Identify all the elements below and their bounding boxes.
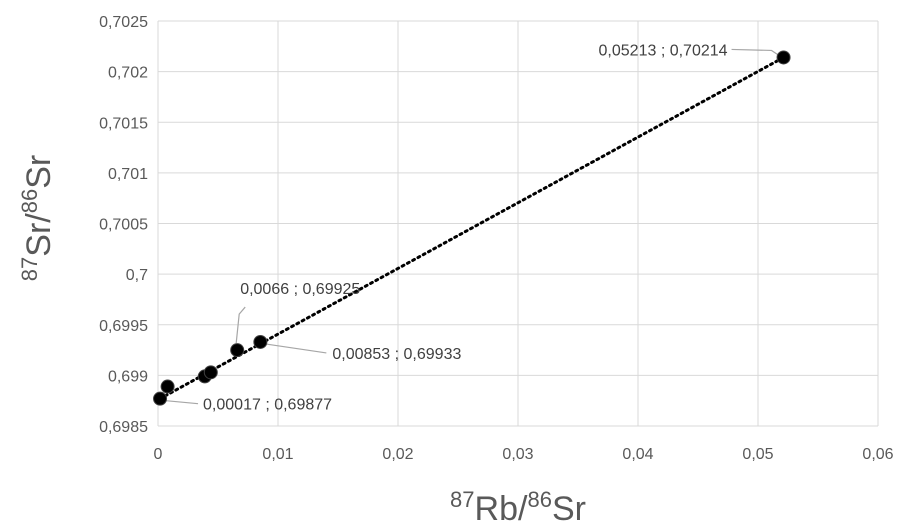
x-tick-labels: 0 0,01 0,02 0,03 0,04 0,05 0,06 [154, 446, 894, 463]
data-point [203, 365, 218, 380]
data-label-leader [165, 400, 199, 405]
data-label: 0,00017 ; 0,69877 [203, 397, 332, 414]
data-point [776, 50, 791, 65]
grid-lines [157, 20, 879, 427]
trendline-layer [158, 55, 786, 401]
y-tick-label: 0,7 [126, 267, 148, 284]
x-axis-title: 87Rb/86Sr [450, 487, 586, 528]
y-tick-label: 0,6985 [99, 419, 148, 436]
y-tick-label: 0,7025 [99, 14, 148, 31]
y-tick-label: 0,6995 [99, 318, 148, 335]
data-label-leader [731, 48, 778, 55]
y-tick-labels: 0,6985 0,699 0,6995 0,7 0,7005 0,701 0,7015 0,7… [99, 14, 148, 436]
data-label: 0,00853 ; 0,69933 [332, 346, 461, 363]
data-points [153, 50, 791, 406]
data-point [153, 391, 168, 406]
x-tick-label: 0,01 [262, 446, 293, 463]
data-label-leader [235, 306, 246, 344]
y-tick-label: 0,7015 [99, 115, 148, 132]
data-label: 0,05213 ; 0,70214 [599, 42, 728, 59]
data-label: 0,0066 ; 0,69925 [240, 281, 360, 298]
data-point [230, 343, 245, 358]
data-point [253, 334, 268, 349]
y-tick-label: 0,7005 [99, 217, 148, 234]
x-tick-label: 0,06 [862, 446, 893, 463]
x-tick-label: 0,04 [622, 446, 653, 463]
y-axis-title: 87Sr/86Sr [17, 155, 58, 281]
label-leaders [165, 48, 778, 405]
y-tick-label: 0,701 [108, 166, 148, 183]
x-tick-label: 0,03 [502, 446, 533, 463]
x-tick-label: 0,05 [742, 446, 773, 463]
x-tick-label: 0 [154, 446, 163, 463]
y-tick-label: 0,702 [108, 65, 148, 82]
data-point [160, 379, 175, 394]
trendline [158, 55, 786, 401]
x-tick-label: 0,02 [382, 446, 413, 463]
data-label-leader [265, 343, 327, 354]
data-labels: 0,00017 ; 0,69877 0,0066 ; 0,69925 0,00853… [203, 42, 728, 413]
y-tick-label: 0,699 [108, 368, 148, 385]
